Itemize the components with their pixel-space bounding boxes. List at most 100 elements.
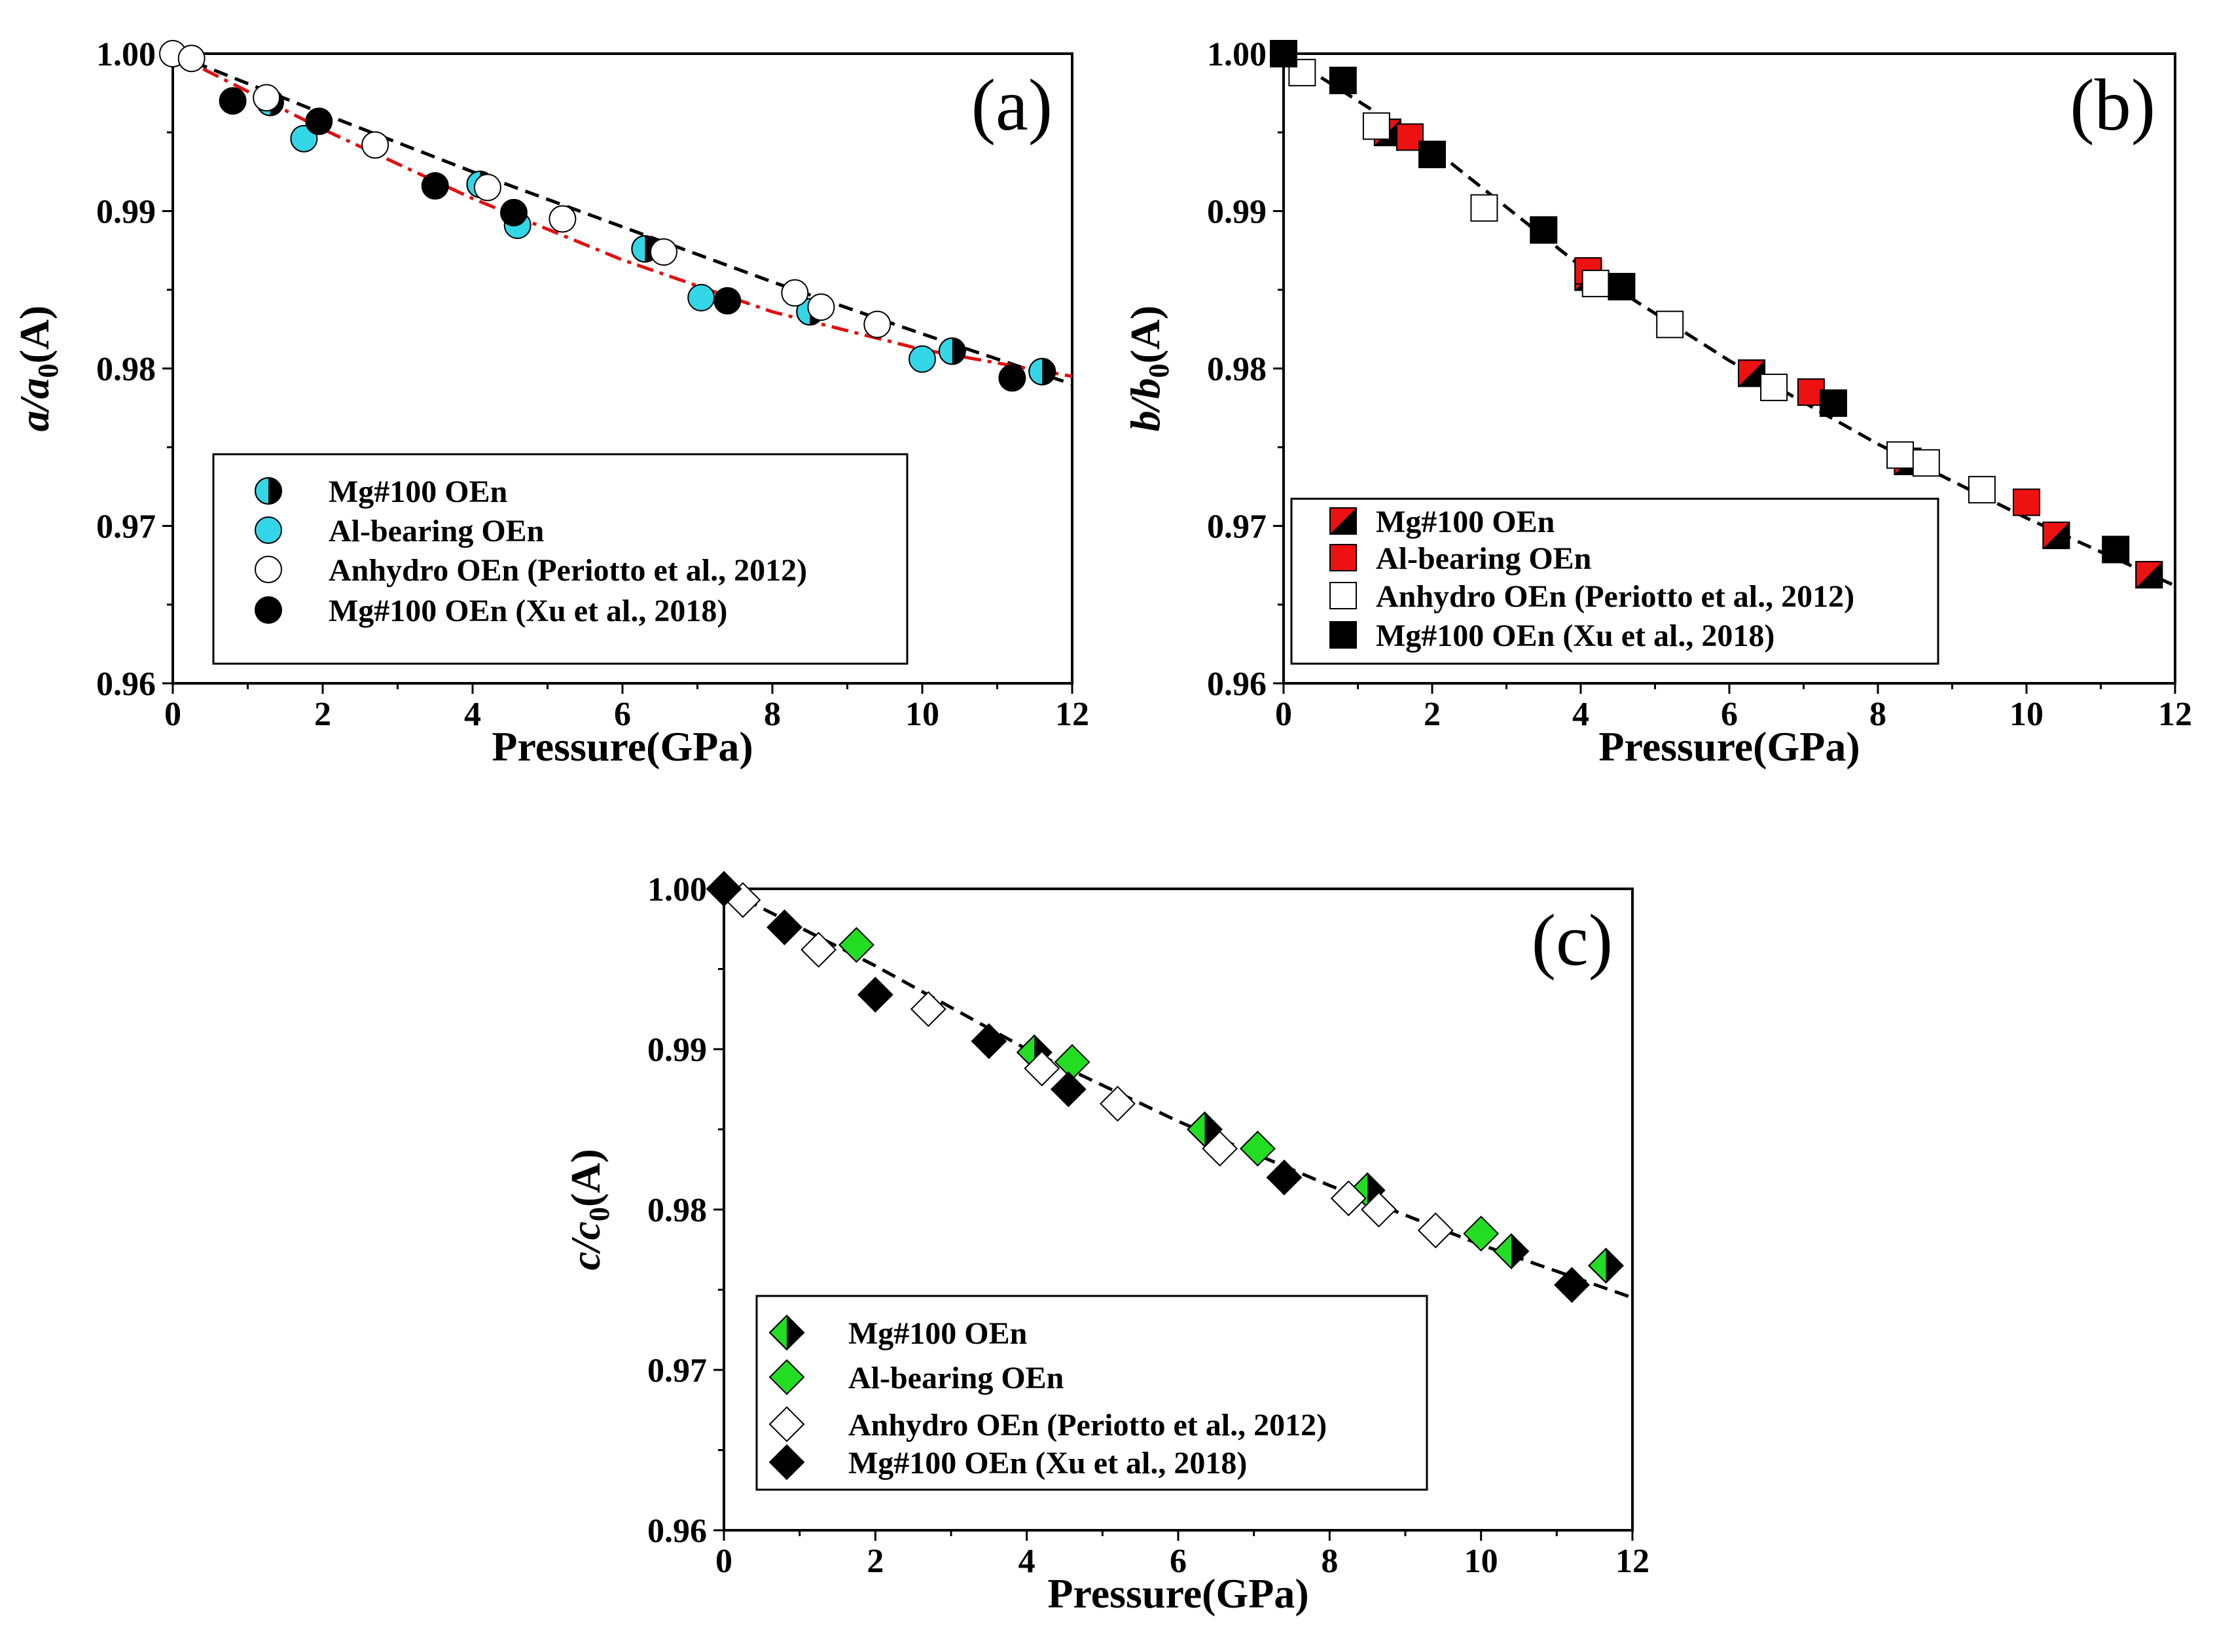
panel-label: (a) bbox=[971, 65, 1053, 146]
data-point-body bbox=[1396, 123, 1424, 151]
legend-marker-outline bbox=[1329, 507, 1357, 535]
data-point bbox=[2102, 535, 2130, 564]
y-tick-label: 0.99 bbox=[1207, 194, 1267, 231]
data-point bbox=[1886, 441, 1915, 469]
data-point bbox=[998, 364, 1026, 392]
legend-label: Anhydro OEn (Periotto et al., 2012) bbox=[329, 553, 807, 588]
data-point bbox=[838, 927, 874, 963]
legend-marker-half bbox=[1330, 508, 1356, 534]
y-axis-title-subscript: 0 bbox=[32, 364, 64, 378]
legend-marker bbox=[255, 516, 282, 544]
x-tick-label: 12 bbox=[1615, 1543, 1649, 1580]
data-point-body bbox=[857, 977, 893, 1013]
data-point bbox=[177, 45, 206, 73]
fit-line-2 bbox=[171, 52, 1073, 378]
data-point bbox=[910, 991, 946, 1028]
data-point bbox=[1202, 1130, 1238, 1167]
data-point bbox=[863, 310, 891, 338]
data-point-body bbox=[1417, 1212, 1454, 1249]
legend-marker bbox=[768, 1406, 805, 1443]
data-point bbox=[1054, 1044, 1090, 1081]
data-point-body bbox=[863, 310, 891, 338]
data-point-body bbox=[305, 107, 333, 135]
series-1 bbox=[1016, 1034, 1624, 1284]
legend-marker bbox=[255, 477, 282, 505]
data-point-half bbox=[2043, 522, 2070, 548]
data-point bbox=[1463, 1215, 1500, 1252]
y-axis-title-suffix: (A) bbox=[1122, 306, 1168, 364]
data-point-body bbox=[807, 293, 835, 321]
data-point bbox=[499, 198, 528, 226]
y-tick-label: 0.96 bbox=[1207, 666, 1267, 703]
legend-label: Al-bearing OEn bbox=[848, 1361, 1064, 1395]
data-point bbox=[1417, 1212, 1454, 1249]
data-point-body bbox=[909, 345, 936, 373]
data-point-half bbox=[1738, 360, 1765, 387]
legend-marker-body bbox=[255, 516, 282, 544]
y-axis-title: b/b0(A) bbox=[1122, 306, 1175, 432]
data-point-body bbox=[971, 1023, 1007, 1060]
legend-label: Anhydro OEn (Periotto et al., 2012) bbox=[1376, 579, 1854, 614]
data-point bbox=[1554, 1266, 1590, 1303]
y-tick-label: 0.97 bbox=[1207, 509, 1267, 546]
fit-line-1 bbox=[172, 52, 1073, 386]
legend-label: Al-bearing OEn bbox=[329, 514, 544, 548]
series-2 bbox=[838, 927, 1500, 1252]
data-point bbox=[766, 909, 802, 946]
data-point bbox=[1050, 1071, 1087, 1107]
data-point-body bbox=[473, 173, 501, 202]
data-point bbox=[1330, 1180, 1367, 1217]
data-point-body bbox=[1554, 1266, 1590, 1303]
data-point bbox=[649, 238, 677, 266]
legend-label: Mg#100 OEn (Xu et al., 2018) bbox=[848, 1446, 1247, 1481]
y-tick-label: 0.99 bbox=[96, 194, 156, 231]
data-point-outline bbox=[1588, 1248, 1624, 1284]
data-point bbox=[1396, 123, 1424, 151]
series-4 bbox=[219, 87, 1026, 392]
x-tick-label: 12 bbox=[2158, 696, 2192, 733]
data-point-body bbox=[1329, 66, 1357, 94]
data-point bbox=[1361, 1191, 1397, 1228]
data-point-body bbox=[361, 131, 389, 159]
data-point-body bbox=[1968, 476, 1996, 504]
data-point bbox=[305, 107, 333, 135]
data-point bbox=[2135, 561, 2163, 589]
x-tick-label: 10 bbox=[2009, 696, 2044, 733]
data-point-body bbox=[1050, 1071, 1087, 1107]
legend-label: Mg#100 OEn bbox=[1376, 505, 1555, 539]
data-point-body bbox=[1463, 1215, 1500, 1252]
data-point bbox=[1329, 66, 1357, 94]
data-point bbox=[706, 871, 742, 907]
chart-panel-c: 0 2 4 6 8 10 12 0.96 0.97 0.98 0.99 1.00 Pressure(GP… bbox=[562, 871, 1649, 1617]
legend: Mg#100 OEn Al-bearing OEn Anhydro OEn (Per… bbox=[212, 453, 909, 665]
data-point-body bbox=[1202, 1130, 1238, 1167]
x-tick-label: 0 bbox=[1275, 696, 1292, 733]
data-point bbox=[938, 337, 966, 365]
data-point-body bbox=[1240, 1130, 1276, 1167]
x-tick-label: 8 bbox=[1869, 696, 1886, 733]
y-tick-label: 0.97 bbox=[96, 509, 156, 546]
data-point-body bbox=[766, 909, 802, 946]
data-point-body bbox=[1362, 112, 1390, 140]
legend-box bbox=[755, 1295, 1428, 1491]
series-3 bbox=[159, 40, 891, 338]
data-point-half bbox=[1606, 1248, 1623, 1283]
data-point-body bbox=[1418, 140, 1446, 168]
legend-marker bbox=[768, 1359, 805, 1395]
data-point-body bbox=[1361, 1191, 1397, 1228]
data-point-body bbox=[1330, 1180, 1367, 1217]
y-tick-label: 0.97 bbox=[647, 1352, 707, 1390]
series-4 bbox=[1270, 40, 2130, 564]
y-axis-title-subscript: 0 bbox=[1143, 364, 1175, 378]
data-point bbox=[1912, 449, 1940, 477]
data-point-body bbox=[1100, 1085, 1136, 1122]
x-tick-label: 6 bbox=[1721, 696, 1738, 733]
data-point-body bbox=[781, 279, 809, 307]
legend-marker bbox=[768, 1314, 805, 1351]
data-point bbox=[713, 287, 742, 315]
y-axis-title-main: b/b bbox=[1122, 378, 1168, 432]
data-point-outline bbox=[1493, 1233, 1530, 1270]
data-point bbox=[781, 279, 809, 307]
data-point-body bbox=[1266, 1159, 1303, 1196]
series-3 bbox=[1288, 58, 1996, 504]
